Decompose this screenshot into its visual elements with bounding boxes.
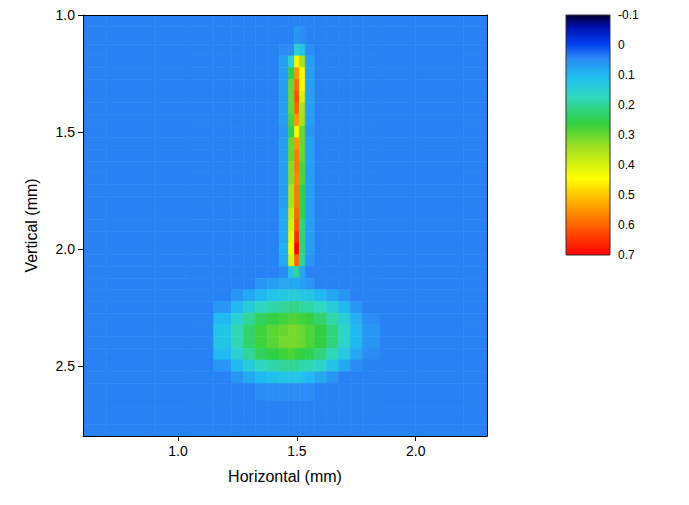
svg-text:1.5: 1.5: [56, 124, 76, 140]
svg-text:0.2: 0.2: [618, 98, 635, 112]
svg-text:2.5: 2.5: [56, 358, 76, 374]
svg-text:2.0: 2.0: [406, 443, 426, 459]
svg-text:1.5: 1.5: [287, 443, 307, 459]
svg-text:1.0: 1.0: [168, 443, 188, 459]
svg-text:0.3: 0.3: [618, 128, 635, 142]
svg-text:0: 0: [618, 38, 625, 52]
svg-text:0.6: 0.6: [618, 218, 635, 232]
svg-text:-0.1: -0.1: [618, 8, 639, 22]
svg-text:0.5: 0.5: [618, 188, 635, 202]
svg-text:1.0: 1.0: [56, 7, 76, 23]
svg-text:Vertical (mm): Vertical (mm): [23, 178, 40, 272]
svg-text:0.4: 0.4: [618, 158, 635, 172]
svg-text:0.7: 0.7: [618, 248, 635, 262]
svg-text:0.1: 0.1: [618, 68, 635, 82]
svg-text:Horizontal (mm): Horizontal (mm): [228, 468, 342, 485]
svg-text:2.0: 2.0: [56, 241, 76, 257]
